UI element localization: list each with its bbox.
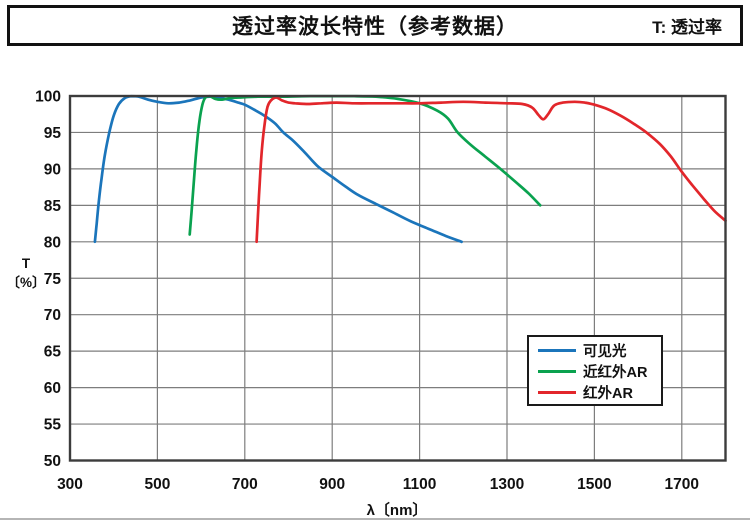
bottom-divider <box>0 518 750 520</box>
y-tick-label: 70 <box>44 307 61 324</box>
y-tick-label: 80 <box>44 234 61 251</box>
y-tick-label: 65 <box>44 344 62 361</box>
x-tick-label: 1500 <box>577 476 611 493</box>
legend: 可见光 近红外AR 红外AR <box>527 335 663 406</box>
legend-item-ir-ar: 红外AR <box>538 382 657 403</box>
page-title: 透过率波长特性（参考数据） <box>232 14 518 38</box>
y-tick-label: 100 <box>35 89 61 106</box>
legend-label: 可见光 <box>583 344 627 360</box>
x-tick-label: 1100 <box>403 476 437 493</box>
x-tick-label: 500 <box>144 476 170 493</box>
x-tick-label: 300 <box>57 476 83 493</box>
legend-item-visible-light: 可见光 <box>538 340 657 361</box>
y-tick-label: 95 <box>44 125 62 142</box>
ir-ar-line-swatch <box>538 391 576 394</box>
series-line-1 <box>188 94 542 236</box>
y-tick-label: 85 <box>44 198 62 215</box>
legend-label: 红外AR <box>583 386 633 402</box>
visible-light-line-swatch <box>538 349 576 352</box>
y-axis-label-unit: 〔%〕 <box>6 274 46 290</box>
legend-item-near-ir-ar: 近红外AR <box>538 361 657 382</box>
x-tick-label: 1300 <box>490 476 524 493</box>
y-tick-label: 50 <box>44 453 61 470</box>
y-axis-label: T 〔%〕 <box>2 255 50 293</box>
y-tick-label: 60 <box>44 380 61 397</box>
x-axis-label: λ〔nm〕 <box>366 502 428 519</box>
x-tick-label: 900 <box>319 476 345 493</box>
y-axis-label-symbol: T <box>21 256 31 271</box>
legend-label: 近红外AR <box>583 365 648 381</box>
x-tick-label: 1700 <box>665 476 699 493</box>
y-tick-label: 90 <box>44 161 61 178</box>
y-tick-label: 55 <box>44 417 62 434</box>
chart-header: 透过率波长特性（参考数据） T: 透过率 <box>7 5 743 46</box>
plot-border <box>68 94 727 462</box>
x-tick-label: 700 <box>232 476 258 493</box>
transmittance-note: T: 透过率 <box>652 17 722 37</box>
series-line-2 <box>255 96 727 244</box>
near-ir-ar-line-swatch <box>538 370 576 373</box>
y-tick-label: 75 <box>44 271 62 288</box>
